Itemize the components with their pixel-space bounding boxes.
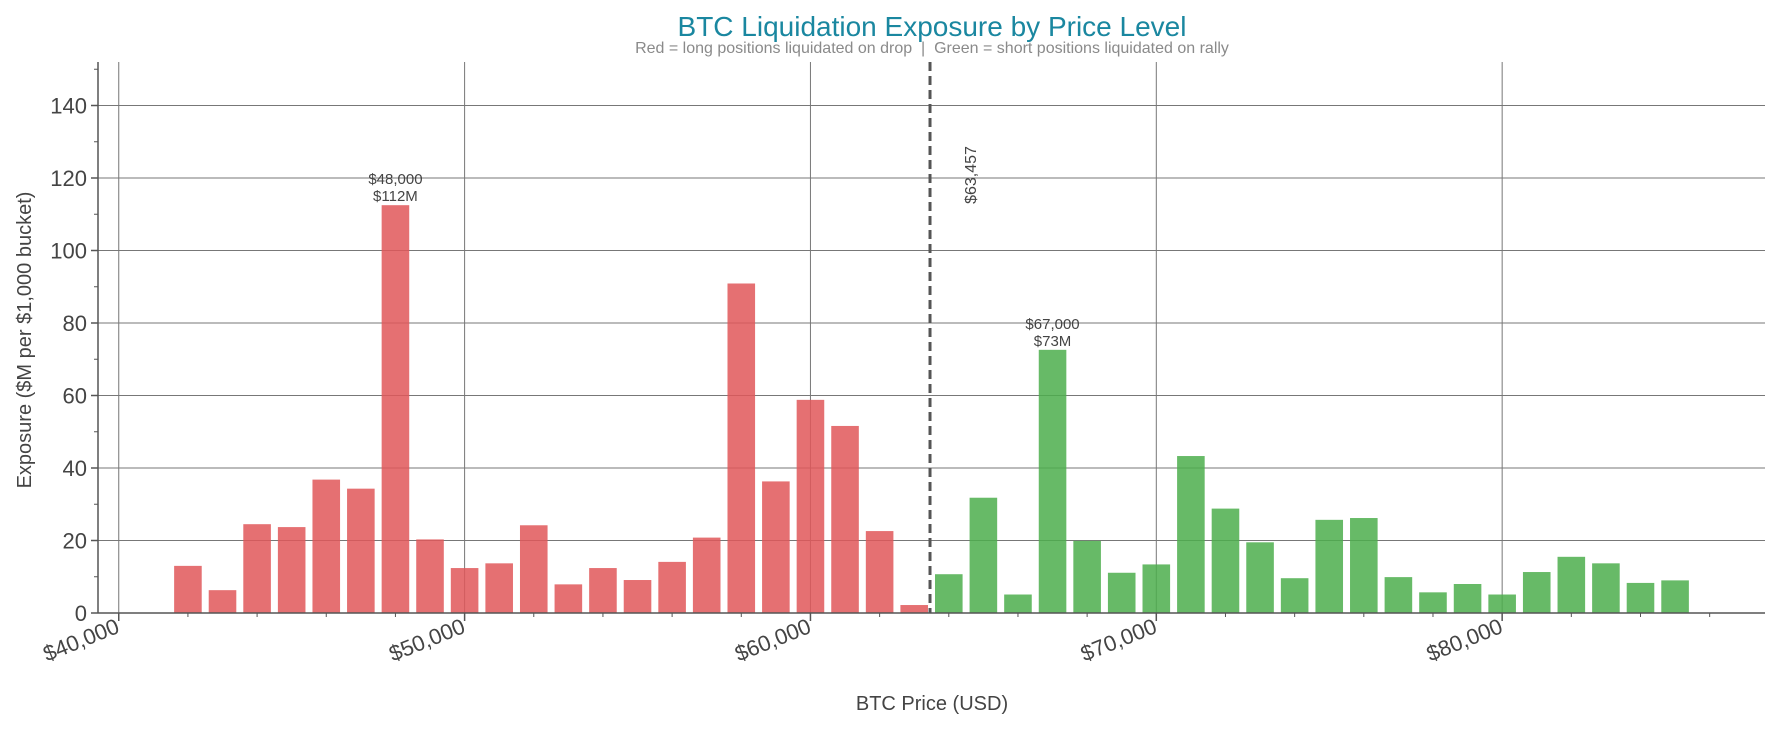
y-tick-label: 40 <box>63 456 87 481</box>
short-bar <box>1280 578 1309 613</box>
long-bar <box>277 527 306 613</box>
y-tick-label: 0 <box>75 601 87 626</box>
short-bar <box>1211 508 1240 613</box>
chart-subtitle: Red = long positions liquidated on drop … <box>635 40 1229 57</box>
long-bar <box>727 283 756 613</box>
short-bar <box>1661 580 1689 613</box>
peak-annotation-value: $73M <box>1034 333 1072 350</box>
short-bar <box>1315 519 1344 613</box>
long-bar <box>208 590 237 613</box>
short-bar <box>1419 592 1447 613</box>
long-bar <box>796 399 825 613</box>
long-bar <box>762 481 790 613</box>
short-bar <box>1350 518 1378 613</box>
short-bar <box>1592 563 1620 613</box>
short-bar <box>1038 349 1067 613</box>
short-bar <box>1073 540 1101 613</box>
long-bar <box>554 584 583 613</box>
chart-title: BTC Liquidation Exposure by Price Level <box>678 11 1187 42</box>
long-bar <box>589 568 617 613</box>
long-bar <box>623 580 652 613</box>
long-bar <box>347 488 375 613</box>
x-tick-label: $50,000 <box>385 613 468 666</box>
short-bar <box>1626 582 1655 613</box>
long-bar <box>658 561 686 613</box>
long-bar <box>312 479 341 613</box>
annotations: $63,457 $48,000$112M $67,000$73M <box>368 62 1080 613</box>
x-tick-label: $70,000 <box>1077 613 1160 666</box>
long-bar <box>692 537 721 613</box>
short-bar <box>1107 572 1136 613</box>
short-bar <box>1142 564 1171 613</box>
short-bar <box>935 574 963 613</box>
long-bar <box>416 539 444 613</box>
long-bar <box>865 531 894 613</box>
current-price-label: $63,457 <box>963 146 980 204</box>
x-tick-label: $80,000 <box>1423 613 1506 666</box>
short-bar <box>1177 456 1205 613</box>
long-bar <box>450 568 479 613</box>
short-bar <box>1004 594 1032 613</box>
long-bar <box>900 605 928 613</box>
long-bar <box>485 563 513 613</box>
y-tick-label: 120 <box>50 166 87 191</box>
long-bar <box>381 205 410 613</box>
y-tick-label: 140 <box>50 94 87 119</box>
long-bar <box>174 565 202 613</box>
short-bar <box>1557 556 1586 613</box>
long-bar <box>519 525 548 613</box>
y-tick-label: 20 <box>63 529 87 554</box>
short-bar <box>1453 584 1482 613</box>
short-bar <box>1246 542 1274 613</box>
y-axis-label: Exposure ($M per $1,000 bucket) <box>14 192 36 489</box>
long-bar <box>243 524 271 613</box>
y-tick-label: 80 <box>63 311 87 336</box>
y-tick-label: 60 <box>63 384 87 409</box>
peak-annotation-price: $67,000 <box>1025 316 1079 333</box>
x-tick-label: $60,000 <box>731 613 814 666</box>
short-bar <box>1384 577 1413 613</box>
short-bar <box>1522 572 1551 613</box>
y-tick-label: 100 <box>50 239 87 264</box>
short-bar <box>1488 594 1516 613</box>
bars <box>174 205 1689 613</box>
peak-annotation-price: $48,000 <box>368 171 422 188</box>
long-bar <box>831 425 859 613</box>
peak-annotation-value: $112M <box>373 188 418 205</box>
x-axis-label: BTC Price (USD) <box>856 693 1008 715</box>
short-bar <box>969 497 998 613</box>
